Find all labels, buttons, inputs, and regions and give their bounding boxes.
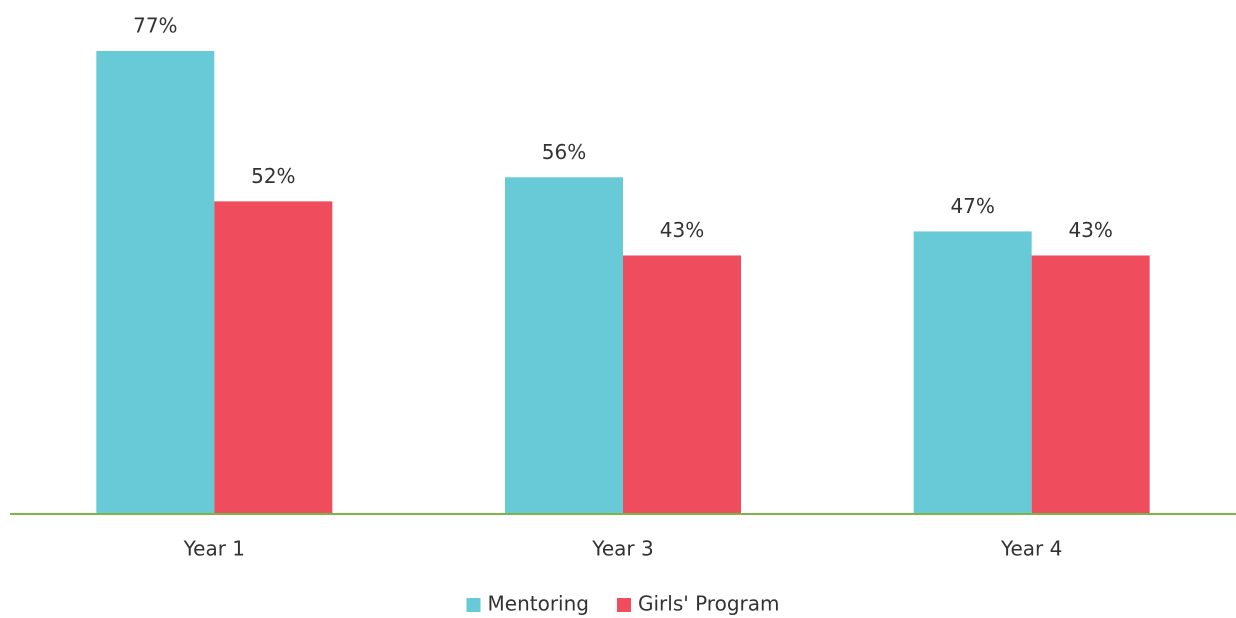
- legend-label: Girls' Program: [638, 592, 780, 616]
- x-tick-label: Year 4: [1000, 537, 1062, 561]
- bar: [214, 201, 333, 514]
- legend: Mentoring Girls' Program: [466, 592, 780, 616]
- bar: [1031, 255, 1150, 514]
- legend-swatch: [466, 598, 481, 612]
- bar: [913, 231, 1032, 514]
- data-label: 43%: [660, 218, 704, 242]
- bar: [623, 255, 741, 514]
- legend-label: Mentoring: [488, 592, 589, 616]
- data-label: 77%: [133, 14, 177, 38]
- data-label: 52%: [251, 164, 295, 188]
- legend-swatch: [616, 598, 631, 612]
- data-label: 43%: [1068, 218, 1112, 242]
- x-tick-label: Year 1: [183, 537, 245, 561]
- bar: [505, 177, 623, 515]
- data-label: 56%: [542, 140, 586, 164]
- x-tick-label: Year 3: [591, 537, 653, 561]
- bar: [96, 51, 215, 514]
- data-label: 47%: [950, 194, 994, 218]
